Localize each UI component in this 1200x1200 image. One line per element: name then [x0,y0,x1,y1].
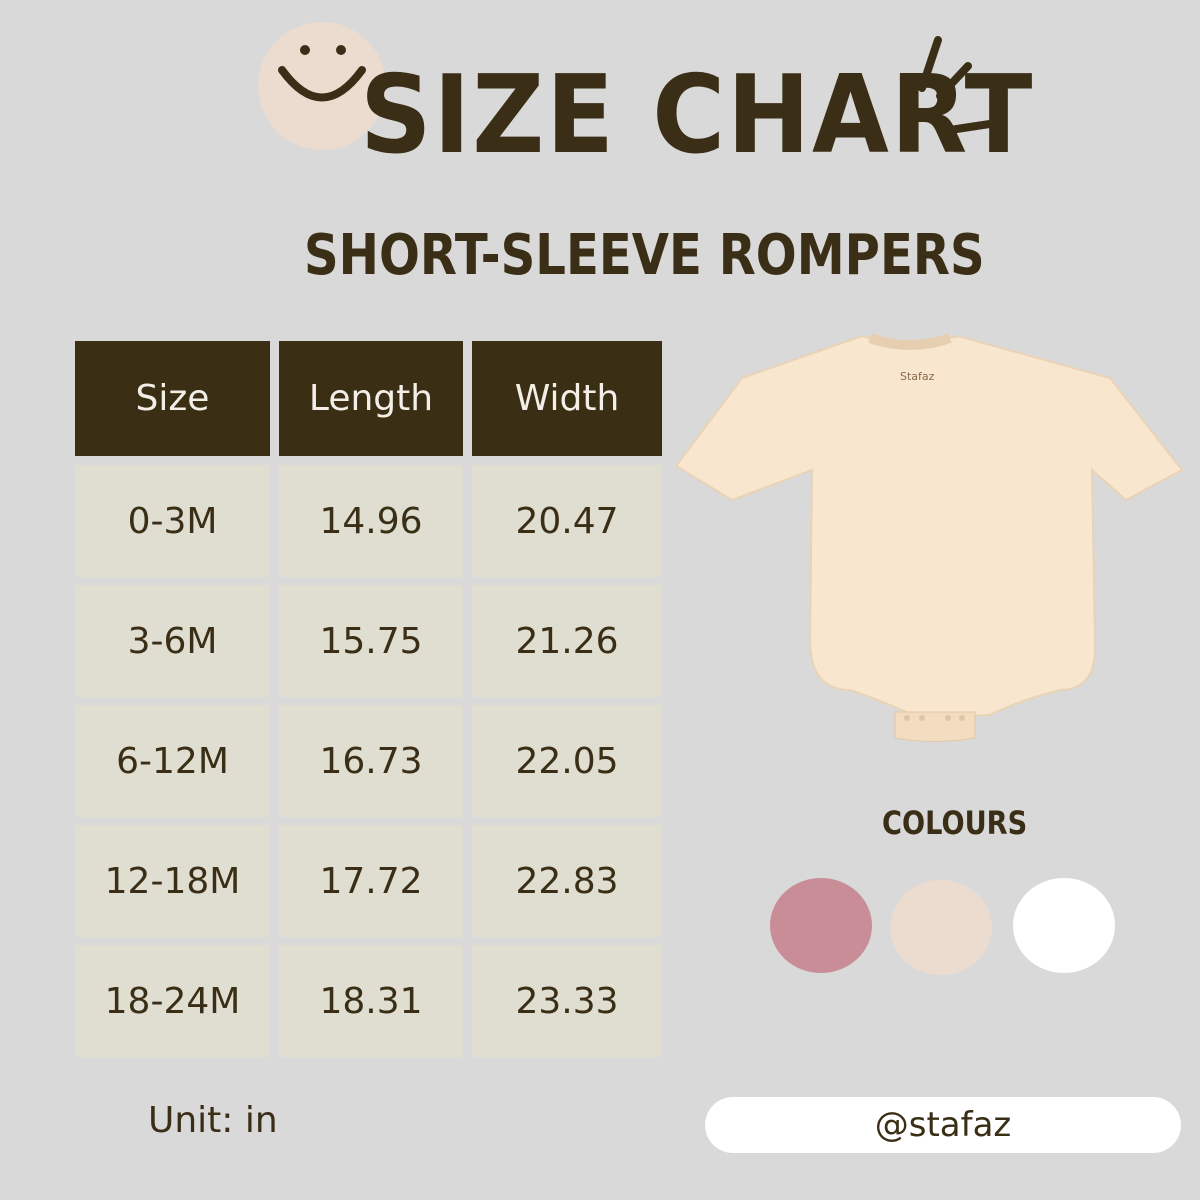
table-cell-width: 22.05 [472,705,662,817]
smiley-icon [258,22,386,150]
table-cell-width: 22.83 [472,825,662,937]
romper-label: Stafaz [900,370,935,383]
table-cell-size: 18-24M [75,945,270,1057]
table-cell-length: 16.73 [279,705,463,817]
colour-swatch-pink[interactable] [770,878,872,973]
sparkle-lines-icon [918,36,1007,134]
unit-label: Unit: in [148,1100,278,1141]
table-cell-width: 23.33 [472,945,662,1057]
table-cell-width: 21.26 [472,585,662,697]
colour-swatch-beige[interactable] [890,880,992,975]
romper-image [674,333,1184,742]
table-cell-length: 18.31 [279,945,463,1057]
table-cell-length: 15.75 [279,585,463,697]
table-cell-size: 6-12M [75,705,270,817]
page-subtitle: SHORT-SLEEVE ROMPERS [304,223,985,288]
colour-swatch-white[interactable] [1013,878,1115,973]
table-cell-width: 20.47 [472,465,662,577]
header-size: Size [75,341,270,456]
table-cell-length: 14.96 [279,465,463,577]
header-length: Length [279,341,463,456]
table-cell-size: 0-3M [75,465,270,577]
table-cell-length: 17.72 [279,825,463,937]
colours-label: COLOURS [882,804,1028,842]
page-title: SIZE CHART [360,53,1035,178]
table-cell-size: 3-6M [75,585,270,697]
table-cell-size: 12-18M [75,825,270,937]
social-handle: @stafaz [705,1097,1181,1153]
header-width: Width [472,341,662,456]
